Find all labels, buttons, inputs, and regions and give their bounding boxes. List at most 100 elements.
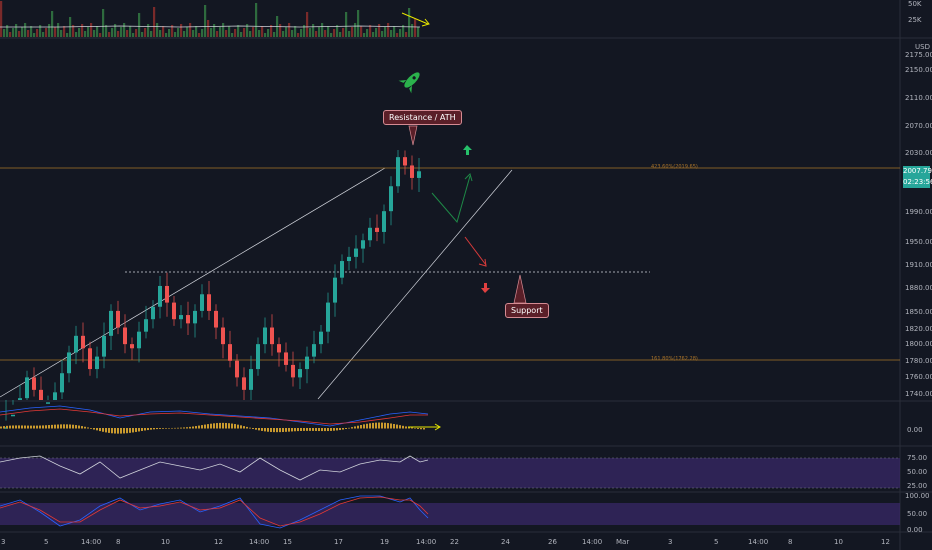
macd-bar xyxy=(306,428,308,431)
volume-bar xyxy=(381,31,384,37)
macd-bar xyxy=(276,428,278,433)
volume-bar xyxy=(156,23,159,37)
candle xyxy=(39,376,43,400)
macd-bar xyxy=(285,428,287,432)
macd-bar xyxy=(54,424,56,429)
macd-bar xyxy=(132,428,134,433)
macd-bar xyxy=(69,424,71,429)
time-axis-label: 8 xyxy=(788,538,793,546)
macd-bar xyxy=(189,426,191,429)
volume-bar xyxy=(288,23,291,37)
volume-bar xyxy=(282,31,285,37)
macd-bar xyxy=(408,427,410,429)
macd-bar xyxy=(249,427,251,429)
volume-bar xyxy=(120,27,123,37)
volume-bar xyxy=(81,24,84,37)
support-bubble[interactable]: Support xyxy=(505,303,549,318)
macd-bar xyxy=(90,428,92,429)
volume-bar xyxy=(294,26,297,37)
candle xyxy=(333,264,337,317)
macd-bar xyxy=(243,426,245,429)
fib-lower-label: 161.80%(1762.28) xyxy=(651,356,698,362)
volume-bar xyxy=(162,26,165,37)
volume-bar xyxy=(198,33,201,37)
macd-bar xyxy=(198,425,200,429)
resistance-bubble-pointer xyxy=(408,125,418,146)
macd-bar xyxy=(279,428,281,433)
volume-bar xyxy=(342,28,345,37)
volume-histogram xyxy=(0,1,420,37)
price-axis-label: 1910.00 xyxy=(905,261,932,269)
candle xyxy=(403,150,407,175)
macd-bar xyxy=(339,428,341,431)
volume-bar xyxy=(414,19,417,37)
price-axis-currency: USD xyxy=(915,43,930,51)
volume-bar xyxy=(189,23,192,37)
volume-bar xyxy=(63,26,66,37)
candle xyxy=(389,176,393,226)
macd-bar xyxy=(351,427,353,429)
macd-bar xyxy=(126,428,128,434)
macd-bar xyxy=(27,425,29,429)
price-axis-label: 2175.00 xyxy=(905,51,932,59)
volume-bar xyxy=(15,24,18,37)
volume-bar xyxy=(192,30,195,37)
volume-bar xyxy=(114,24,117,37)
volume-bar xyxy=(363,33,366,37)
macd-bar xyxy=(204,424,206,429)
macd-bar xyxy=(234,424,236,429)
macd-bar xyxy=(321,428,323,432)
volume-bar xyxy=(153,7,156,37)
macd-signal-line xyxy=(0,408,428,425)
volume-bar xyxy=(408,8,411,37)
volume-bar xyxy=(303,25,306,37)
volume-bar xyxy=(93,30,96,37)
candle xyxy=(109,304,113,350)
macd-bar xyxy=(216,423,218,429)
macd-bar xyxy=(117,428,119,434)
macd-bar xyxy=(300,428,302,431)
price-axis-label: 1780.00 xyxy=(905,357,932,365)
candle xyxy=(410,155,414,190)
candle xyxy=(172,295,176,326)
candle xyxy=(46,395,50,404)
candle xyxy=(11,400,15,417)
volume-bar xyxy=(102,9,105,37)
macd-bar xyxy=(18,425,20,429)
candle xyxy=(116,300,120,335)
macd-bar xyxy=(255,428,257,430)
macd-bar xyxy=(267,428,269,432)
candle xyxy=(60,359,64,399)
lower-trendline[interactable] xyxy=(317,169,513,400)
macd-bar xyxy=(186,427,188,429)
volume-ma-line xyxy=(0,25,421,28)
macd-bar xyxy=(381,422,383,429)
macd-bar xyxy=(153,428,155,430)
macd-bar xyxy=(228,423,230,429)
candle xyxy=(193,304,197,338)
volume-bar xyxy=(78,28,81,37)
volume-bar xyxy=(396,33,399,37)
macd-bar xyxy=(324,428,326,432)
volume-bar xyxy=(333,29,336,37)
stoch-axis-label: 0.00 xyxy=(907,526,923,534)
candle xyxy=(165,272,169,317)
resistance-ath-bubble[interactable]: Resistance / ATH xyxy=(383,110,462,125)
volume-bar xyxy=(165,33,168,37)
macd-bar xyxy=(63,424,65,429)
macd-bar xyxy=(297,428,299,432)
upper-trendline[interactable] xyxy=(0,167,386,398)
macd-bar xyxy=(378,422,380,429)
volume-bar xyxy=(405,32,408,37)
price-axis-label: 1740.00 xyxy=(905,390,932,398)
candle xyxy=(179,305,183,329)
candle xyxy=(305,346,309,384)
volume-bar xyxy=(9,32,12,37)
time-axis-label: 3 xyxy=(1,538,6,546)
candle xyxy=(151,300,155,329)
macd-bar xyxy=(156,428,158,430)
macd-bar xyxy=(24,425,26,429)
volume-bar xyxy=(123,23,126,37)
macd-bar xyxy=(363,424,365,429)
